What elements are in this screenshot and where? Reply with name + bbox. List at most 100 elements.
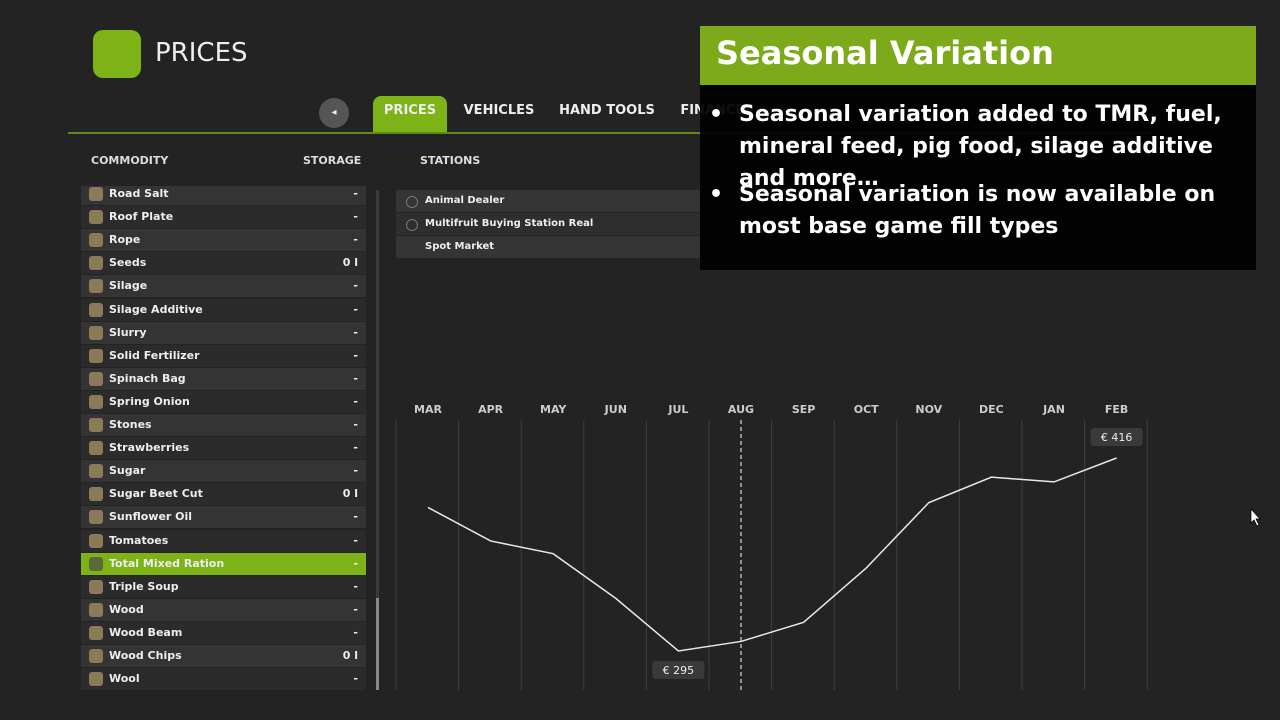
commodity-row[interactable]: Triple Soup - bbox=[81, 575, 366, 598]
month-label: DEC bbox=[979, 403, 1004, 416]
page-title: PRICES bbox=[155, 38, 248, 68]
commodity-row[interactable]: Strawberries - bbox=[81, 437, 366, 460]
commodity-name: Wood Beam bbox=[109, 625, 183, 639]
commodity-storage: - bbox=[353, 579, 358, 593]
commodity-icon bbox=[89, 602, 103, 617]
commodity-row[interactable]: Rope - bbox=[81, 229, 366, 252]
commodity-name: Sugar Beet Cut bbox=[109, 487, 203, 501]
commodity-storage: - bbox=[353, 187, 358, 200]
commodity-name: Silage Additive bbox=[109, 302, 203, 316]
overlay-bullet: • Seasonal variation is now available on … bbox=[709, 179, 1239, 243]
commodity-row[interactable]: Total Mixed Ration - bbox=[81, 552, 366, 575]
commodity-storage: - bbox=[353, 556, 358, 570]
commodity-row[interactable]: Wood Beam - bbox=[81, 621, 366, 644]
month-label: SEP bbox=[792, 403, 816, 416]
commodity-icon bbox=[89, 256, 103, 271]
station-name: Spot Market bbox=[425, 241, 495, 252]
station-row[interactable]: Spot Market bbox=[396, 236, 700, 258]
commodity-icon bbox=[89, 556, 103, 571]
commodity-row[interactable]: Wood - bbox=[81, 598, 366, 621]
column-header: STORAGE bbox=[303, 154, 362, 167]
month-label: JUL bbox=[667, 403, 688, 416]
tab[interactable]: VEHICLES bbox=[463, 103, 535, 118]
month-label: NOV bbox=[915, 403, 942, 416]
commodity-name: Stones bbox=[109, 418, 152, 431]
commodity-row[interactable]: Sunflower Oil - bbox=[81, 506, 366, 529]
commodity-storage: - bbox=[353, 302, 358, 316]
overlay-title: Seasonal Variation bbox=[716, 34, 1054, 72]
commodity-row[interactable]: Road Salt - bbox=[81, 186, 366, 205]
commodity-icon bbox=[89, 487, 103, 502]
commodity-name: Wool bbox=[109, 672, 140, 686]
bullet-text: Seasonal variation is now available on m… bbox=[739, 182, 1216, 239]
commodity-row[interactable]: Tomatoes - bbox=[81, 529, 366, 552]
scrollbar bbox=[376, 190, 379, 690]
station-name: Animal Dealer bbox=[425, 195, 505, 206]
commodity-row[interactable]: Seeds 0 l bbox=[81, 252, 366, 275]
commodity-row[interactable]: Silage Additive - bbox=[81, 298, 366, 321]
commodity-name: Sugar bbox=[109, 464, 146, 478]
mouse-cursor bbox=[1250, 508, 1261, 527]
commodity-storage: 0 l bbox=[342, 487, 358, 501]
station-row[interactable]: Animal Dealer bbox=[396, 190, 700, 212]
commodity-icon bbox=[89, 579, 103, 594]
overlay-bullet: • Seasonal variation added to TMR, fuel, … bbox=[709, 99, 1239, 195]
price-label-box bbox=[652, 661, 705, 679]
month-label: JUN bbox=[604, 403, 627, 416]
commodity-icon bbox=[89, 348, 103, 363]
month-label: OCT bbox=[854, 403, 879, 416]
commodity-name: Solid Fertilizer bbox=[109, 348, 200, 362]
commodity-row[interactable]: Slurry - bbox=[81, 321, 366, 344]
price-label: € 295 bbox=[663, 664, 695, 677]
tab[interactable]: PRICES bbox=[373, 96, 447, 132]
commodity-row[interactable]: Solid Fertilizer - bbox=[81, 344, 366, 367]
commodity-row[interactable]: Wood Chips 0 l bbox=[81, 645, 366, 667]
commodity-icon bbox=[89, 394, 103, 409]
commodity-row[interactable]: Sugar Beet Cut 0 l bbox=[81, 483, 366, 506]
commodity-name: Total Mixed Ration bbox=[109, 556, 225, 570]
station-icon bbox=[406, 219, 418, 231]
commodity-storage: - bbox=[353, 210, 358, 224]
back-button[interactable]: ◂ bbox=[319, 98, 349, 128]
commodity-icon bbox=[89, 672, 103, 687]
commodity-row[interactable]: Stones - bbox=[81, 414, 366, 436]
station-row[interactable]: Multifruit Buying Station Real bbox=[396, 213, 700, 235]
month-label: APR bbox=[478, 403, 504, 416]
tab-underline bbox=[68, 132, 1150, 134]
scrollbar-thumb[interactable] bbox=[376, 598, 379, 690]
commodity-icon bbox=[89, 325, 103, 340]
bullet-text: Seasonal variation added to TMR, fuel, m… bbox=[739, 102, 1222, 191]
commodity-row[interactable]: Spinach Bag - bbox=[81, 367, 366, 390]
commodity-name: Seeds bbox=[109, 256, 147, 270]
commodity-icon bbox=[89, 233, 103, 248]
column-header: STATIONS bbox=[420, 154, 481, 167]
commodity-icon bbox=[89, 371, 103, 386]
commodity-row[interactable]: Wool - bbox=[81, 668, 366, 690]
commodity-icon bbox=[89, 418, 103, 432]
commodity-name: Triple Soup bbox=[109, 579, 179, 593]
commodity-row[interactable]: Silage - bbox=[81, 275, 366, 298]
commodity-row[interactable]: Spring Onion - bbox=[81, 390, 366, 413]
commodity-row[interactable]: Roof Plate - bbox=[81, 206, 366, 229]
commodity-name: Spring Onion bbox=[109, 394, 190, 408]
month-label: AUG bbox=[728, 403, 754, 416]
commodity-row[interactable]: Sugar - bbox=[81, 460, 366, 483]
commodity-name: Rope bbox=[109, 233, 141, 247]
commodity-name: Silage bbox=[109, 279, 148, 293]
commodity-storage: - bbox=[353, 233, 358, 247]
commodity-storage: - bbox=[353, 325, 358, 339]
station-icon bbox=[406, 196, 418, 208]
commodity-icon bbox=[89, 187, 103, 201]
commodity-storage: 0 l bbox=[342, 649, 358, 662]
prices-icon bbox=[93, 30, 141, 78]
commodity-storage: - bbox=[353, 625, 358, 639]
commodity-name: Roof Plate bbox=[109, 210, 174, 224]
commodity-storage: - bbox=[353, 418, 358, 431]
month-label: MAY bbox=[540, 403, 567, 416]
commodity-storage: - bbox=[353, 441, 358, 455]
commodity-storage: - bbox=[353, 510, 358, 524]
tab[interactable]: HAND TOOLS bbox=[559, 103, 655, 118]
commodity-name: Strawberries bbox=[109, 441, 190, 455]
commodity-name: Tomatoes bbox=[109, 533, 169, 547]
